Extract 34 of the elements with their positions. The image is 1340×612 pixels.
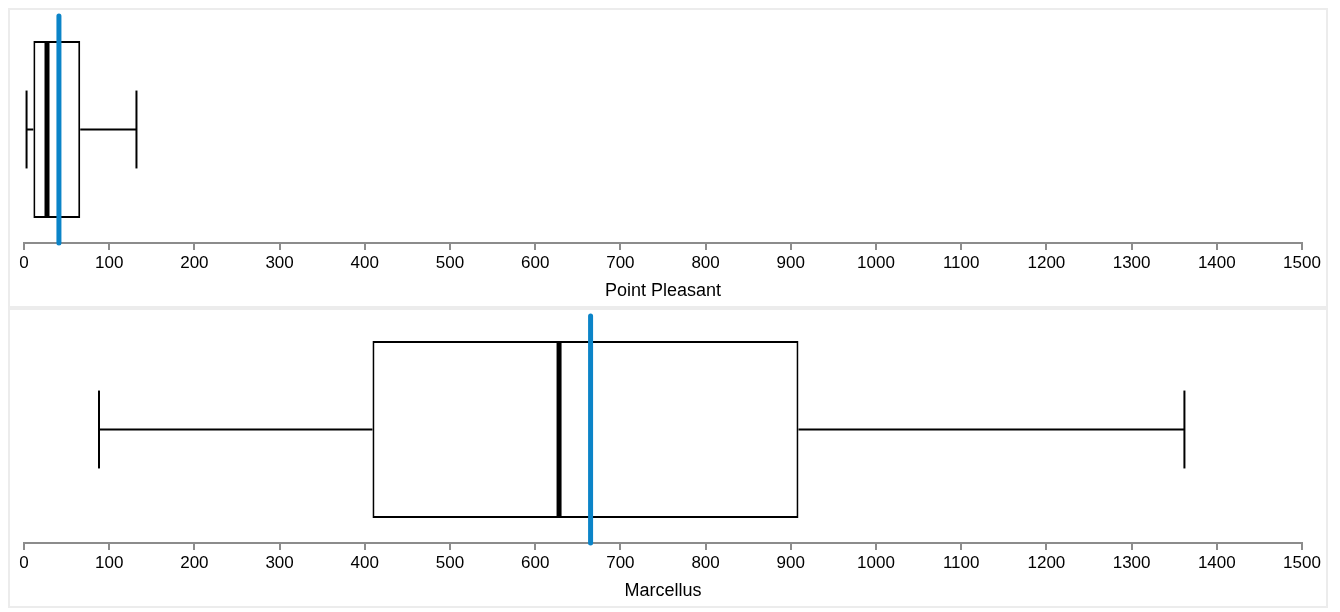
x-axis-title: Marcellus <box>624 580 702 601</box>
x-tick-label: 400 <box>350 252 379 272</box>
x-tick-label: 900 <box>776 552 805 572</box>
x-tick-label: 800 <box>691 552 720 572</box>
x-tick-label: 300 <box>265 552 294 572</box>
x-tick-label: 1000 <box>857 552 895 572</box>
x-tick-label: 600 <box>521 552 550 572</box>
x-tick-label: 1100 <box>942 252 980 272</box>
x-tick-label: 1500 <box>1283 552 1321 572</box>
x-tick-label: 1500 <box>1283 252 1321 272</box>
x-tick-label: 0 <box>19 252 29 272</box>
x-tick-label: 1300 <box>1112 552 1151 572</box>
x-tick-label: 1400 <box>1197 552 1236 572</box>
x-tick-label: 1400 <box>1197 252 1236 272</box>
x-tick-label: 600 <box>521 252 550 272</box>
x-axis-title: Point Pleasant <box>604 280 722 301</box>
x-tick-label: 200 <box>180 252 209 272</box>
x-tick-label: 100 <box>95 252 124 272</box>
x-tick-label: 1200 <box>1027 252 1066 272</box>
x-tick-label: 1000 <box>857 252 895 272</box>
x-tick-label: 1100 <box>942 552 980 572</box>
x-tick-label: 700 <box>606 552 635 572</box>
x-tick-label: 500 <box>435 552 465 572</box>
x-tick-label: 800 <box>691 252 720 272</box>
x-tick-label: 700 <box>606 252 635 272</box>
x-tick-label: 1200 <box>1027 552 1066 572</box>
x-tick-label: 300 <box>265 252 294 272</box>
x-tick-label: 500 <box>435 252 465 272</box>
x-tick-label: 400 <box>350 552 379 572</box>
x-tick-label: 100 <box>95 552 124 572</box>
x-tick-label: 200 <box>180 552 209 572</box>
x-tick-label: 0 <box>19 552 29 572</box>
x-tick-label: 1300 <box>1112 252 1151 272</box>
x-tick-label: 900 <box>776 252 805 272</box>
